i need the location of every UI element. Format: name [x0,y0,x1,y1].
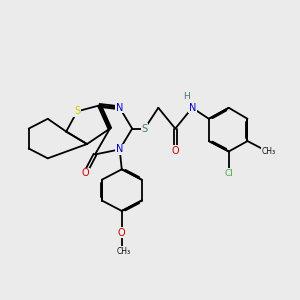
Text: S: S [74,106,80,116]
Text: S: S [142,124,148,134]
Text: O: O [172,146,179,156]
Text: N: N [116,103,123,113]
Text: N: N [188,103,196,113]
Text: Cl: Cl [224,169,233,178]
Text: N: N [116,144,123,154]
Text: O: O [81,168,89,178]
Text: H: H [184,92,190,101]
Text: CH₃: CH₃ [116,247,130,256]
Text: CH₃: CH₃ [262,147,276,156]
Text: O: O [118,228,126,238]
